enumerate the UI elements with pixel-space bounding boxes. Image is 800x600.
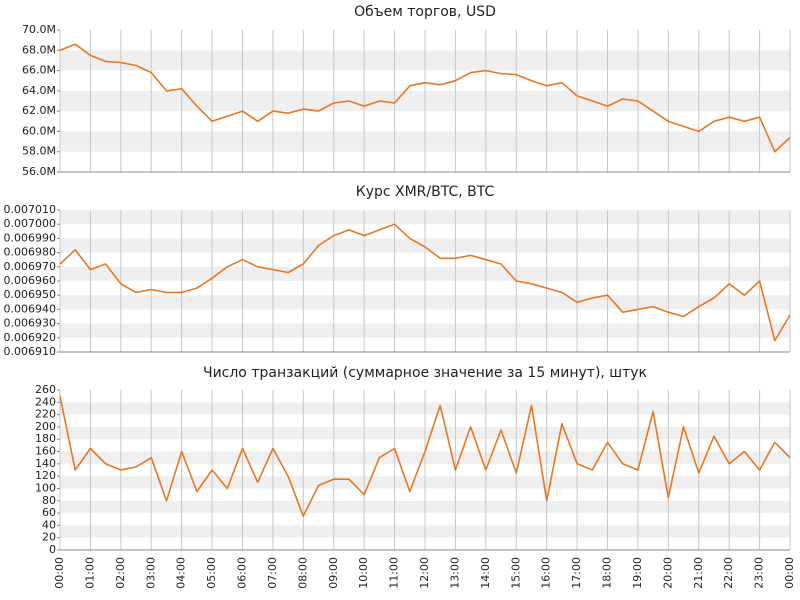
y-tick-label: 60: [42, 506, 56, 519]
y-tick-label: 0.007010: [4, 203, 57, 216]
x-tick-label: 21:00: [692, 557, 705, 589]
x-tick-label: 19:00: [631, 557, 644, 589]
y-tick-label: 0.006940: [4, 302, 57, 315]
x-tick-label: 07:00: [266, 557, 279, 589]
x-tick-label: 12:00: [418, 557, 431, 589]
x-tick-label: 00:00: [783, 557, 796, 589]
y-tick-label: 64.0M: [22, 84, 56, 97]
x-tick-label: 11:00: [388, 557, 401, 589]
y-tick-label: 80: [42, 494, 56, 507]
y-tick-label: 20: [42, 531, 56, 544]
y-tick-label: 0.006930: [4, 317, 57, 330]
x-tick-label: 00:00: [53, 557, 66, 589]
y-tick-label: 70.0M: [22, 23, 56, 36]
x-tick-label: 18:00: [601, 557, 614, 589]
x-tick-label: 15:00: [509, 557, 522, 589]
x-tick-label: 17:00: [570, 557, 583, 589]
y-tick-label: 56.0M: [22, 165, 56, 178]
x-tick-label: 13:00: [448, 557, 461, 589]
data-line: [59, 223, 791, 342]
y-tick-label: 0.006910: [4, 345, 57, 358]
y-tick-label: 62.0M: [22, 104, 56, 117]
x-tick-label: 23:00: [753, 557, 766, 589]
y-tick-label: 100: [35, 481, 56, 494]
x-tick-label: 01:00: [83, 557, 96, 589]
y-tick-label: 0: [49, 543, 56, 556]
y-tick-label: 0.006990: [4, 231, 57, 244]
x-tick-label: 22:00: [722, 557, 735, 589]
y-tick-label: 0.006960: [4, 274, 57, 287]
y-tick-label: 240: [35, 395, 56, 408]
x-tick-label: 08:00: [296, 557, 309, 589]
y-tick-label: 40: [42, 518, 56, 531]
x-tick-label: 04:00: [175, 557, 188, 589]
y-tick-label: 66.0M: [22, 64, 56, 77]
y-tick-label: 0.006970: [4, 260, 57, 273]
x-tick-label: 06:00: [236, 557, 249, 589]
y-tick-label: 140: [35, 457, 56, 470]
y-tick-label: 0.006980: [4, 246, 57, 259]
x-tick-label: 14:00: [479, 557, 492, 589]
y-tick-label: 58.0M: [22, 145, 56, 158]
y-tick-label: 200: [35, 420, 56, 433]
x-tick-label: 10:00: [357, 557, 370, 589]
y-tick-label: 0.006920: [4, 331, 57, 344]
chart-title: Объем торгов, USD: [354, 4, 496, 20]
y-tick-label: 0.007000: [4, 217, 57, 230]
y-tick-label: 68.0M: [22, 43, 56, 56]
y-tick-label: 0.006950: [4, 288, 57, 301]
y-tick-label: 120: [35, 469, 56, 482]
y-tick-label: 260: [35, 383, 56, 396]
y-tick-label: 180: [35, 432, 56, 445]
data-line: [59, 43, 791, 153]
x-tick-label: 03:00: [144, 557, 157, 589]
y-tick-label: 160: [35, 445, 56, 458]
y-tick-label: 220: [35, 408, 56, 421]
y-tick-label: 60.0M: [22, 124, 56, 137]
chart-title: Число транзакций (суммарное значение за …: [203, 365, 647, 381]
chart-title: Курс XMR/BTC, BTC: [356, 184, 495, 200]
x-tick-label: 16:00: [540, 557, 553, 589]
x-tick-label: 09:00: [327, 557, 340, 589]
x-tick-label: 02:00: [114, 557, 127, 589]
x-tick-label: 20:00: [661, 557, 674, 589]
data-line: [59, 396, 791, 517]
x-tick-label: 05:00: [205, 557, 218, 589]
